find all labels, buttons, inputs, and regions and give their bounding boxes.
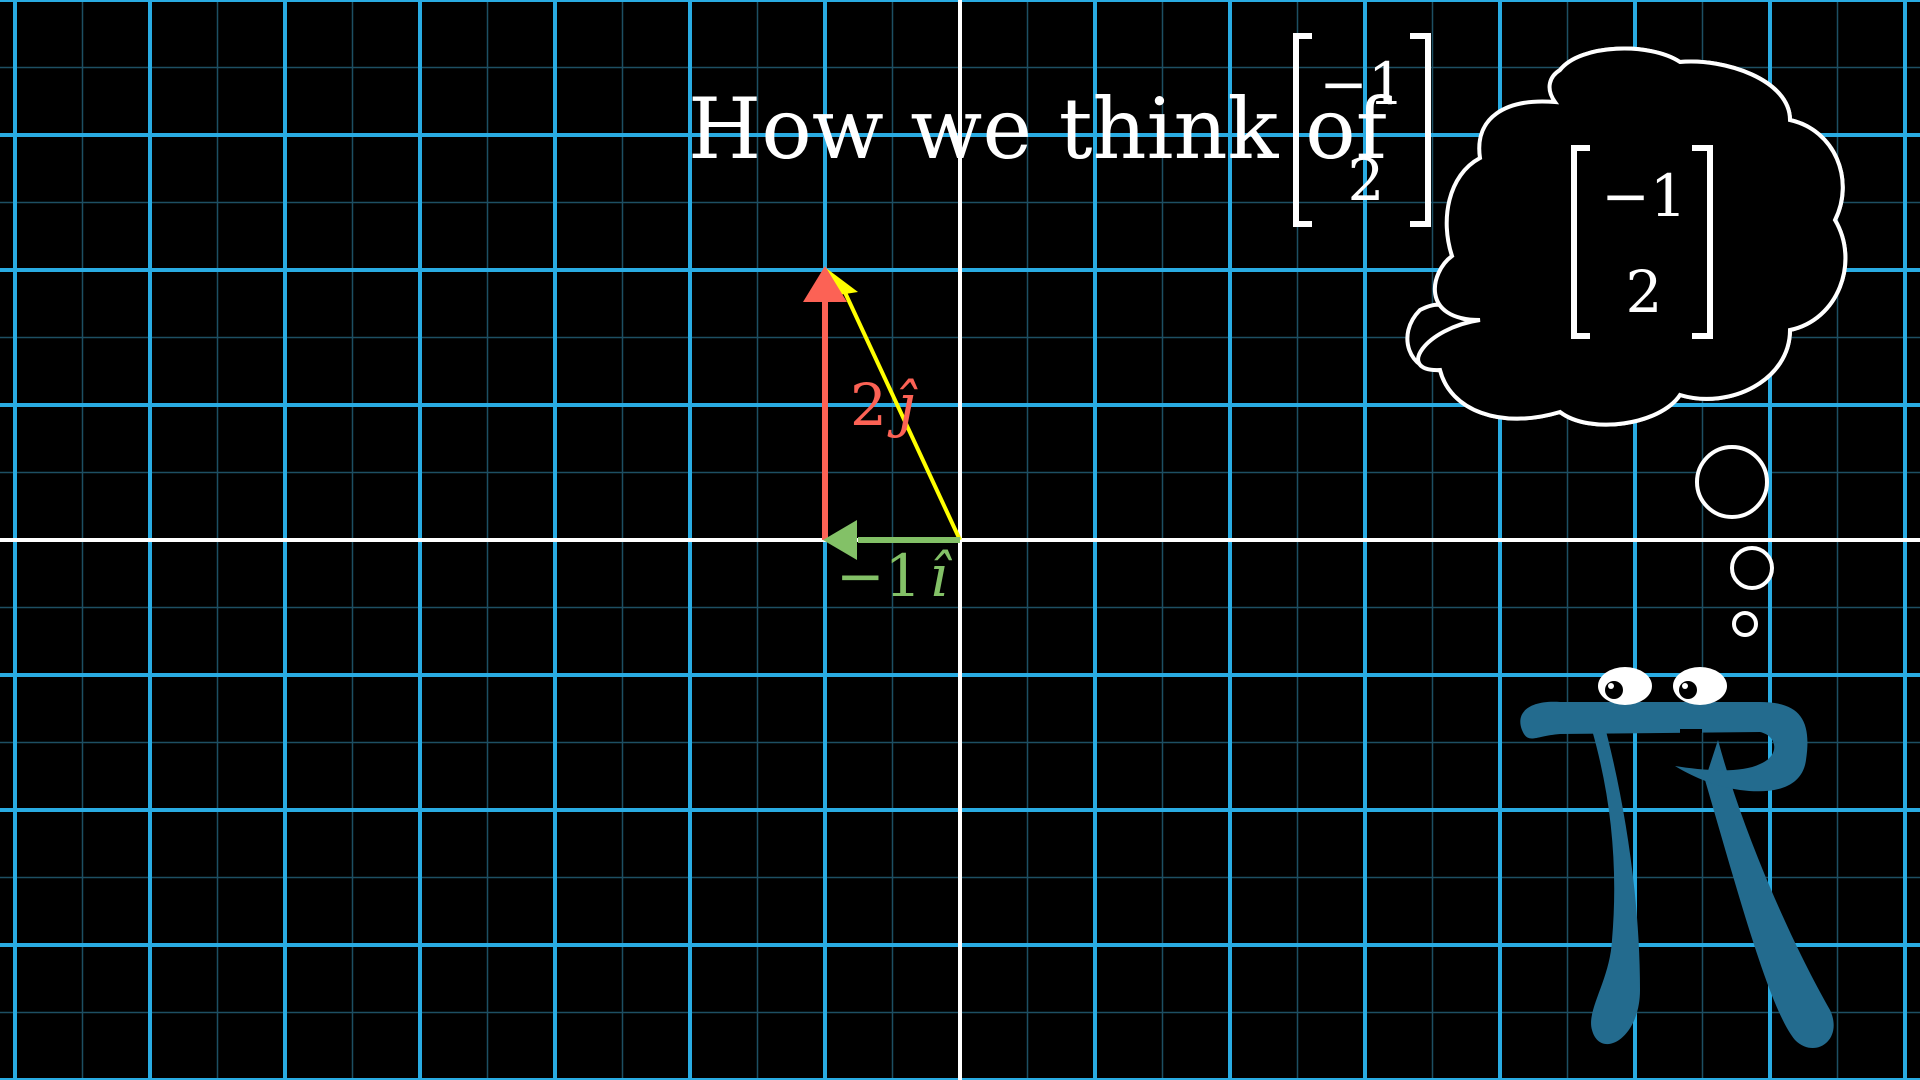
title-group: How we think of −1 2 xyxy=(688,33,1431,227)
pi-left-pupil xyxy=(1605,681,1623,699)
title-left-bracket xyxy=(1293,33,1312,227)
j-hat-coefficient: 2 xyxy=(850,371,887,439)
pi-right-pupil xyxy=(1679,681,1697,699)
pi-creature-icon xyxy=(1520,667,1834,1049)
title-text: How we think of xyxy=(688,80,1393,178)
pi-left-eye-shine xyxy=(1608,683,1614,689)
i-hat-label: −1 î xyxy=(836,542,953,610)
thought-cloud-outline xyxy=(1416,46,1848,427)
pi-left-leg xyxy=(1591,716,1640,1045)
j-hat-arrowhead xyxy=(803,266,847,302)
i-hat-coefficient: −1 xyxy=(836,542,922,610)
bubble-vector-bottom: 2 xyxy=(1626,258,1663,326)
title-vector-top: −1 xyxy=(1319,50,1405,118)
thought-dot-large xyxy=(1695,445,1769,519)
vectors-group xyxy=(803,266,962,560)
title-vector-bottom: 2 xyxy=(1348,146,1385,214)
pi-right-leg xyxy=(1705,740,1834,1049)
sum-vector xyxy=(840,285,962,541)
title-right-bracket xyxy=(1410,33,1431,227)
bubble-vector-top: −1 xyxy=(1601,162,1687,230)
i-hat-arrowhead xyxy=(823,520,857,560)
thought-bubble: −1 2 xyxy=(1405,46,1848,637)
thought-dot-small xyxy=(1732,611,1758,637)
bubble-right-bracket xyxy=(1692,145,1713,339)
pi-right-eye-shine xyxy=(1682,683,1688,689)
thought-dot-medium xyxy=(1730,546,1774,590)
pi-top-bar xyxy=(1520,701,1808,792)
bubble-left-bracket xyxy=(1571,145,1590,339)
i-hat-symbol: î xyxy=(930,542,953,610)
